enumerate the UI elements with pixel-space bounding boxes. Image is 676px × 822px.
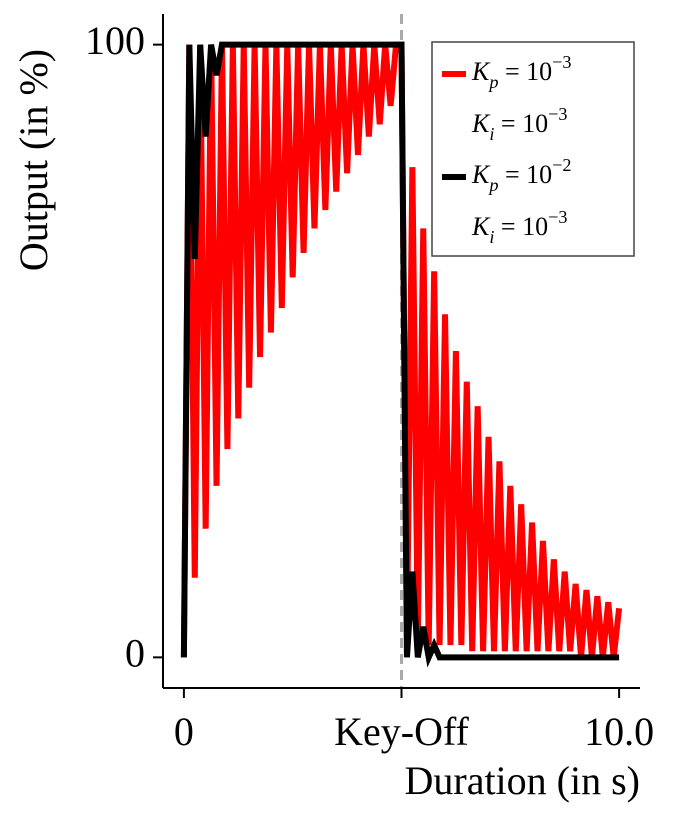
x-axis-label: Duration (in s)	[404, 758, 640, 803]
legend-label: Kp = 10−3 Ki = 10−3	[471, 52, 571, 144]
legend-label: Kp = 10−2 Ki = 10−3	[471, 155, 571, 247]
x-tick-label: 10.0	[584, 709, 654, 754]
x-tick-label: Key-Off	[334, 709, 469, 754]
y-axis-label: Output (in %)	[11, 49, 56, 271]
plot-area	[180, 41, 623, 668]
series-line	[180, 41, 620, 668]
y-tick-label: 100	[85, 18, 145, 63]
x-tick-label: 0	[174, 709, 194, 754]
legend-box	[431, 41, 635, 257]
y-tick-label: 0	[125, 631, 145, 676]
